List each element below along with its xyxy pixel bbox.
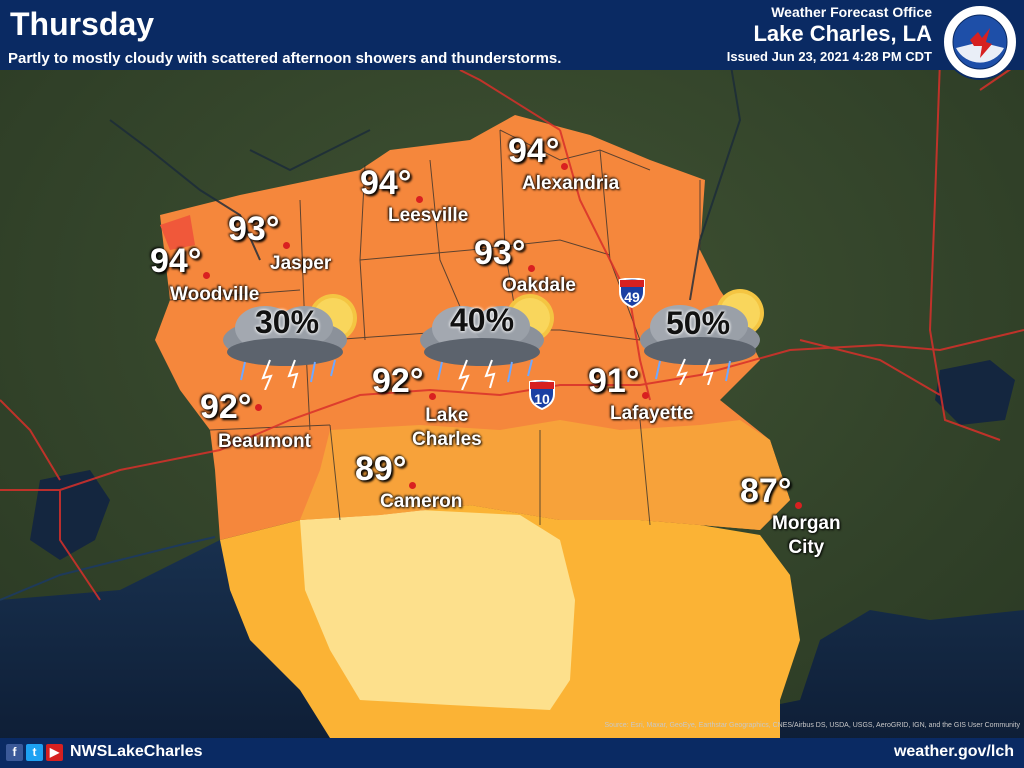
forecast-summary: Partly to mostly cloudy with scattered a… [8, 50, 562, 67]
city-temp-jasper: 93° [228, 210, 280, 248]
city-temp-cameron: 89° [355, 450, 407, 488]
city-name-line2: City [788, 537, 825, 558]
city-name-oakdale: Oakdale [502, 275, 576, 296]
lake-pontchartrain [935, 360, 1015, 425]
thunderstorm-partly-sunny-icon [640, 289, 764, 386]
interstate-shield-icon [529, 379, 555, 411]
thunderstorm-partly-sunny-icon [420, 294, 554, 391]
city-name-line1: Morgan [772, 513, 841, 534]
city-marker-lafayette [642, 392, 649, 399]
website-link[interactable]: weather.gov/lch [893, 743, 1014, 760]
city-name-jasper: Jasper [270, 253, 332, 274]
galveston-bay [30, 470, 110, 560]
zone-mid-80s [300, 510, 575, 710]
forecast-day: Thursday [10, 6, 155, 42]
map-attribution: Source: Esri, Maxar, GeoEye, Earthstar G… [604, 722, 1020, 729]
city-name-leesville: Leesville [388, 205, 469, 226]
twitter-icon[interactable]: t [26, 744, 43, 761]
interstate-10-shield: 10 [528, 379, 556, 411]
city-temp-leesville: 94° [360, 164, 412, 202]
city-temp-oakdale: 93° [474, 234, 526, 272]
rain-chance-value: 40% [450, 302, 515, 338]
rain-chance-icon-1: 30% [215, 290, 365, 391]
office-block: Weather Forecast Office Lake Charles, LA… [727, 4, 932, 64]
city-temp-lafayette: 91° [588, 362, 640, 400]
city-name-lafayette: Lafayette [610, 403, 694, 424]
youtube-icon[interactable]: ▶ [46, 744, 63, 761]
city-temp-beaumont: 92° [200, 388, 252, 426]
city-marker-woodville [203, 272, 210, 279]
gulf-coast-edge [0, 536, 216, 601]
interstate-shield-icon [619, 277, 645, 309]
zone-coastal-90s [300, 420, 790, 530]
office-title: Weather Forecast Office [771, 4, 932, 20]
city-name-line1: Lake [425, 405, 469, 426]
city-name-alexandria: Alexandria [522, 173, 620, 194]
city-temp-alexandria: 94° [508, 132, 560, 170]
rivers [109, 59, 742, 301]
footer-banner: f t ▶ NWSLakeCharles weather.gov/lch [0, 738, 1024, 768]
rain-chance-value: 30% [255, 304, 320, 340]
zone-hot-spot [160, 215, 195, 250]
interstate-49-shield: 49 [618, 277, 646, 309]
rain-chance-icon-2: 40% [412, 290, 562, 391]
city-marker-beaumont [255, 404, 262, 411]
city-name-cameron: Cameron [380, 491, 463, 512]
issued-time: Issued Jun 23, 2021 4:28 PM CDT [726, 49, 932, 64]
city-marker-jasper [283, 242, 290, 249]
city-temp-woodville: 94° [150, 242, 202, 280]
header-banner: Thursday Partly to mostly cloudy with sc… [0, 0, 1024, 70]
city-name-woodville: Woodville [170, 284, 260, 305]
rain-chance-value: 50% [666, 305, 731, 341]
city-marker-alexandria [561, 163, 568, 170]
city-temp-lake-charles: 92° [372, 362, 424, 400]
interstate-number: 49 [624, 289, 640, 305]
city-marker-morgan-city [795, 502, 802, 509]
social-icons: f t ▶ [6, 744, 63, 761]
interstate-number: 10 [534, 391, 550, 407]
highways [0, 59, 1024, 601]
rain-chance-icon-3: 50% [630, 285, 780, 386]
nws-logo-icon [942, 4, 1018, 80]
city-temp-morgan-city: 87° [740, 472, 792, 510]
thunderstorm-partly-sunny-icon [223, 294, 357, 391]
city-marker-lake-charles [429, 393, 436, 400]
city-marker-cameron [409, 482, 416, 489]
social-handle[interactable]: NWSLakeCharles [70, 743, 203, 760]
city-name-line2: Charles [412, 429, 482, 450]
city-name-morgan-city: Morgan City [772, 512, 841, 560]
city-marker-leesville [416, 196, 423, 203]
city-name-lake-charles: Lake Charles [412, 404, 482, 452]
office-location: Lake Charles, LA [753, 21, 932, 46]
city-marker-oakdale [528, 265, 535, 272]
facebook-icon[interactable]: f [6, 744, 23, 761]
city-name-beaumont: Beaumont [218, 431, 311, 452]
